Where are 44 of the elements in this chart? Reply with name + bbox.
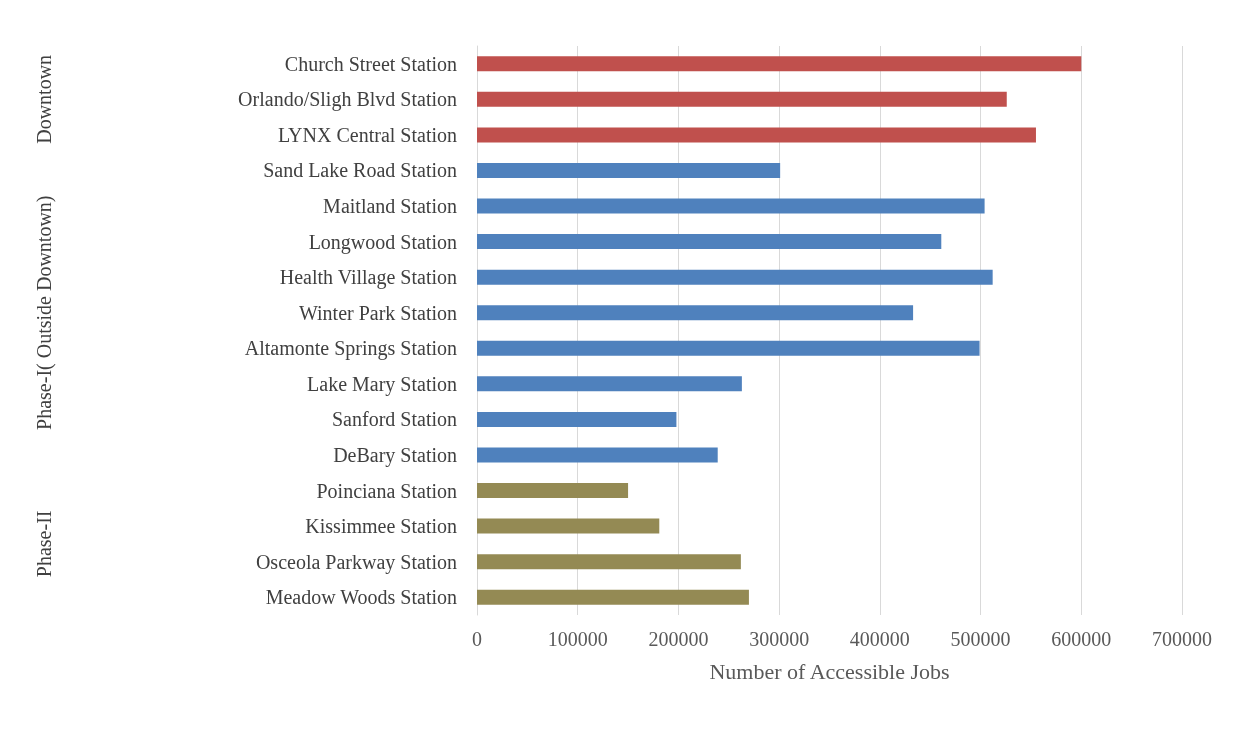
y-tick-label: Altamonte Springs Station bbox=[244, 337, 457, 361]
x-tick-label: 100000 bbox=[547, 628, 608, 650]
x-tick-label: 500000 bbox=[950, 628, 1011, 650]
bar bbox=[477, 234, 942, 250]
bar bbox=[477, 340, 980, 356]
bar bbox=[477, 376, 742, 392]
x-axis-title: Number of Accessible Jobs bbox=[709, 658, 950, 684]
x-tick-label: 400000 bbox=[849, 628, 910, 650]
bar bbox=[477, 56, 1082, 72]
y-tick-label: DeBary Station bbox=[333, 443, 457, 467]
y-tick-label: Maitland Station bbox=[323, 195, 457, 218]
y-tick-label: Orlando/Sligh Blvd Station bbox=[238, 88, 457, 112]
x-tick-label: 200000 bbox=[648, 628, 709, 650]
bar bbox=[477, 127, 1036, 143]
y-tick-label: LYNX Central Station bbox=[277, 123, 457, 146]
bar bbox=[477, 411, 677, 427]
x-tick-label: 300000 bbox=[749, 628, 810, 650]
x-tick-label: 600000 bbox=[1051, 628, 1112, 650]
bar bbox=[477, 447, 718, 463]
bar bbox=[477, 91, 1007, 107]
y-tick-label: Church Street Station bbox=[284, 52, 457, 75]
x-tick-label: 700000 bbox=[1152, 628, 1212, 650]
text: Phase-II bbox=[33, 510, 55, 578]
y-tick-label: Lake Mary Station bbox=[307, 372, 457, 396]
bar bbox=[477, 269, 993, 285]
bar bbox=[477, 305, 914, 321]
y-tick-label: Sanford Station bbox=[332, 408, 457, 431]
y-tick-label: Meadow Woods Station bbox=[265, 586, 457, 609]
y-tick-label: Kissimmee Station bbox=[305, 515, 457, 538]
y-tick-label: Winter Park Station bbox=[298, 301, 457, 324]
y-tick-label: Poinciana Station bbox=[316, 479, 457, 502]
bar bbox=[477, 198, 985, 214]
bar bbox=[477, 554, 741, 570]
bar bbox=[477, 483, 629, 499]
y-tick-label: Longwood Station bbox=[308, 230, 457, 254]
x-tick-label: 0 bbox=[472, 628, 482, 650]
text: Downtown bbox=[33, 54, 55, 144]
bar bbox=[477, 162, 781, 178]
y-tick-label: Health Village Station bbox=[279, 266, 457, 290]
y-tick-label: Osceola Parkway Station bbox=[255, 550, 457, 574]
bar bbox=[477, 589, 749, 605]
text: Phase-I( Outside Downtown) bbox=[33, 195, 56, 430]
bar bbox=[477, 518, 660, 534]
y-tick-label: Sand Lake Road Station bbox=[263, 159, 457, 182]
